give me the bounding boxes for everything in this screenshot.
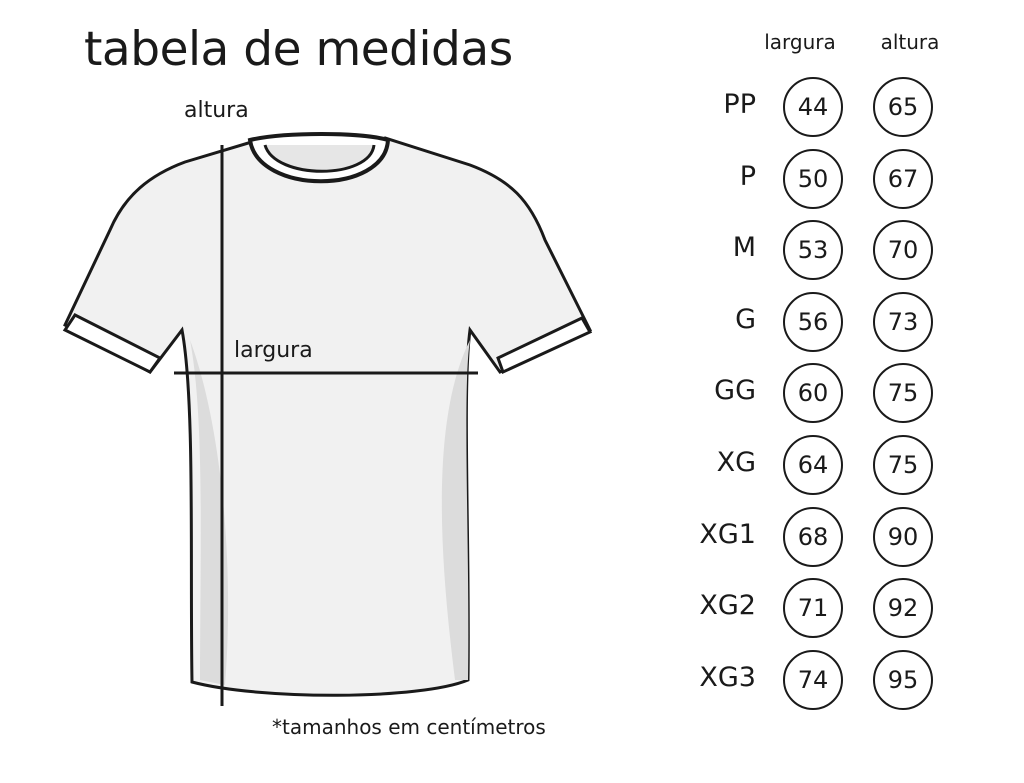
size-label: GG [714,375,756,407]
size-label: P [739,160,756,192]
width-value-circle: 56 [783,291,843,352]
height-value-circle: 95 [873,649,933,710]
sleeve-cuff-left [62,313,163,374]
width-value-circle: 44 [783,77,843,137]
tshirt-body [63,136,593,697]
width-value-circle: 71 [783,578,843,639]
size-label: XG [716,447,756,478]
size-label: XG3 [699,661,756,693]
size-label: M [732,232,756,264]
width-value-circle: 50 [783,148,843,209]
tshirt-shadow [190,340,470,685]
height-value-circle: 75 [873,363,933,424]
sleeve-cuff-right [496,316,593,375]
height-label: altura [184,98,249,123]
size-label: XG1 [699,518,756,550]
column-header-largura: largura [764,30,836,54]
size-label: PP [723,89,756,120]
column-header-altura: altura [880,30,940,54]
height-value-circle: 73 [873,291,933,352]
height-value-circle: 75 [873,435,933,495]
width-value-circle: 64 [783,435,843,495]
units-note: *tamanhos em centímetros [272,715,546,739]
height-value-circle: 70 [873,220,933,281]
width-value-circle: 53 [783,220,843,281]
size-label: G [735,303,756,335]
width-label: largura [234,338,313,363]
width-value-circle: 60 [783,363,843,424]
height-value-circle: 92 [873,578,933,639]
size-label: XG2 [699,590,756,622]
height-value-circle: 90 [873,506,933,567]
height-value-circle: 67 [873,148,933,209]
width-value-circle: 74 [783,649,843,710]
width-value-circle: 68 [783,506,843,567]
page-title: tabela de medidas [84,22,513,77]
height-value-circle: 65 [873,77,933,137]
